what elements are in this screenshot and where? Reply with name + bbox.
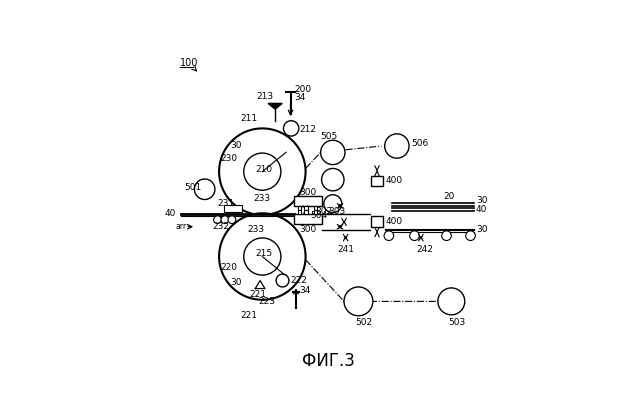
Circle shape — [284, 121, 299, 136]
Text: 230: 230 — [221, 154, 238, 163]
Text: 232: 232 — [212, 222, 229, 230]
Circle shape — [442, 231, 451, 240]
Circle shape — [219, 129, 305, 215]
Text: 30: 30 — [476, 196, 488, 205]
Circle shape — [244, 238, 281, 275]
Circle shape — [385, 134, 409, 158]
Text: 302: 302 — [315, 207, 332, 216]
Text: 212: 212 — [299, 126, 316, 134]
Circle shape — [195, 179, 215, 200]
Circle shape — [214, 216, 221, 223]
Circle shape — [219, 213, 305, 300]
Text: 215: 215 — [255, 250, 273, 258]
Text: 303: 303 — [328, 207, 345, 216]
Text: 241: 241 — [338, 245, 355, 254]
Bar — [304, 206, 308, 210]
Text: 34: 34 — [299, 286, 310, 295]
Text: 200: 200 — [294, 85, 312, 94]
Text: arr: arr — [176, 222, 187, 231]
Circle shape — [221, 216, 228, 223]
Text: 30: 30 — [476, 225, 488, 235]
Text: 220: 220 — [221, 263, 237, 272]
Text: 30: 30 — [230, 278, 242, 287]
Circle shape — [344, 287, 373, 316]
Text: 504: 504 — [310, 211, 328, 220]
Text: 210: 210 — [255, 165, 273, 173]
Text: 501: 501 — [184, 183, 201, 192]
Text: 30: 30 — [230, 141, 242, 150]
Text: 300: 300 — [300, 188, 317, 197]
Circle shape — [438, 288, 465, 315]
Text: 400: 400 — [385, 176, 403, 186]
Circle shape — [244, 153, 281, 190]
Bar — [294, 214, 321, 224]
Circle shape — [321, 140, 345, 165]
Text: 34: 34 — [294, 94, 306, 102]
Bar — [314, 206, 317, 210]
Text: 506: 506 — [412, 139, 429, 148]
Text: 502: 502 — [355, 318, 372, 327]
Bar — [294, 196, 321, 206]
Text: 400: 400 — [385, 217, 403, 226]
Circle shape — [228, 216, 236, 223]
Circle shape — [324, 195, 342, 213]
Bar — [371, 176, 383, 186]
Bar — [371, 216, 383, 227]
Text: 20: 20 — [444, 193, 454, 201]
Text: 300: 300 — [300, 225, 317, 234]
Text: 231: 231 — [218, 199, 235, 208]
Text: 505: 505 — [320, 132, 337, 141]
Text: 233: 233 — [253, 194, 271, 203]
Bar — [304, 210, 308, 214]
Text: 221: 221 — [240, 311, 257, 320]
Bar — [224, 205, 241, 212]
Circle shape — [466, 231, 476, 240]
Circle shape — [410, 231, 419, 240]
Bar — [298, 210, 301, 214]
Text: ФИГ.3: ФИГ.3 — [301, 352, 355, 370]
Text: 223: 223 — [259, 297, 275, 306]
Text: 213: 213 — [256, 92, 273, 101]
Bar — [298, 206, 301, 210]
Text: 222: 222 — [291, 276, 307, 285]
Text: 221: 221 — [249, 290, 266, 300]
Text: 211: 211 — [240, 114, 257, 123]
Circle shape — [321, 168, 344, 191]
Text: 40: 40 — [476, 205, 488, 214]
Text: 503: 503 — [448, 318, 465, 327]
Text: 100: 100 — [180, 58, 198, 68]
Circle shape — [384, 231, 394, 240]
Text: 40: 40 — [164, 209, 176, 218]
Text: 233: 233 — [247, 225, 264, 234]
Circle shape — [276, 274, 289, 287]
Text: 242: 242 — [416, 245, 433, 254]
Polygon shape — [268, 104, 282, 109]
Bar — [314, 210, 317, 214]
